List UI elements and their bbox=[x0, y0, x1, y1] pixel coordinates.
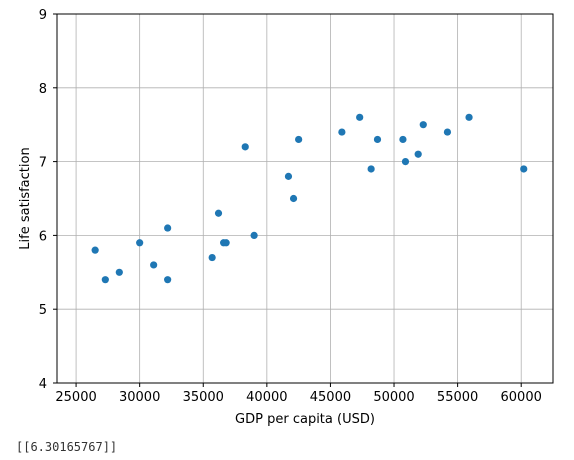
scatter-point bbox=[401, 158, 410, 166]
scatter-point bbox=[520, 165, 528, 173]
x-tick-label: 25000 bbox=[55, 390, 96, 405]
x-tick-label: 60000 bbox=[501, 390, 542, 405]
plot-frame bbox=[56, 13, 554, 384]
scatter-point bbox=[150, 261, 158, 269]
y-tick-label: 7 bbox=[39, 156, 47, 171]
scatter-point bbox=[164, 276, 172, 284]
scatter-point bbox=[414, 150, 422, 158]
y-tick-label: 6 bbox=[39, 229, 47, 244]
scatter-point bbox=[115, 268, 123, 276]
y-tick-label: 4 bbox=[39, 377, 47, 392]
x-tick-label: 30000 bbox=[119, 390, 160, 405]
y-axis-label: Life satisfaction bbox=[18, 147, 33, 249]
x-tick-label: 40000 bbox=[246, 390, 287, 405]
y-tick-label: 5 bbox=[39, 303, 47, 318]
scatter-point bbox=[338, 128, 346, 136]
scatter-point bbox=[356, 113, 364, 121]
scatter-point bbox=[284, 172, 293, 180]
x-tick-label: 45000 bbox=[310, 390, 351, 405]
scatter-point bbox=[136, 239, 144, 247]
output-text: [[6.30165767]] bbox=[16, 440, 118, 454]
grid-lines bbox=[57, 13, 553, 384]
axis-ticks: 25000 30000 35000 40000 45000 50000 55000 60000… bbox=[39, 8, 542, 405]
scatter-point bbox=[250, 231, 258, 239]
x-tick-label: 35000 bbox=[183, 390, 224, 405]
scatter-point bbox=[101, 276, 109, 284]
scatter-point bbox=[91, 246, 99, 254]
scatter-point bbox=[419, 121, 427, 129]
scatter-point bbox=[443, 128, 452, 136]
scatter-point bbox=[465, 113, 473, 121]
x-tick-label: 55000 bbox=[437, 390, 478, 405]
scatter-point bbox=[222, 239, 230, 247]
scatter-point bbox=[164, 224, 172, 232]
scatter-plot: 25000 30000 35000 40000 45000 50000 55000 60000… bbox=[18, 8, 554, 427]
scatter-point bbox=[367, 165, 375, 173]
scatter-point bbox=[241, 143, 249, 151]
x-tick-label: 50000 bbox=[373, 390, 414, 405]
scatter-point bbox=[289, 194, 298, 203]
scatter-point bbox=[399, 135, 407, 144]
scatter-point bbox=[373, 135, 382, 144]
y-tick-label: 8 bbox=[39, 82, 47, 97]
scatter-point bbox=[214, 209, 223, 217]
y-tick-label: 9 bbox=[39, 8, 47, 23]
scatter-point bbox=[295, 135, 303, 144]
scatter-point bbox=[208, 253, 216, 262]
data-points bbox=[91, 113, 528, 284]
x-axis-label: GDP per capita (USD) bbox=[235, 412, 375, 427]
